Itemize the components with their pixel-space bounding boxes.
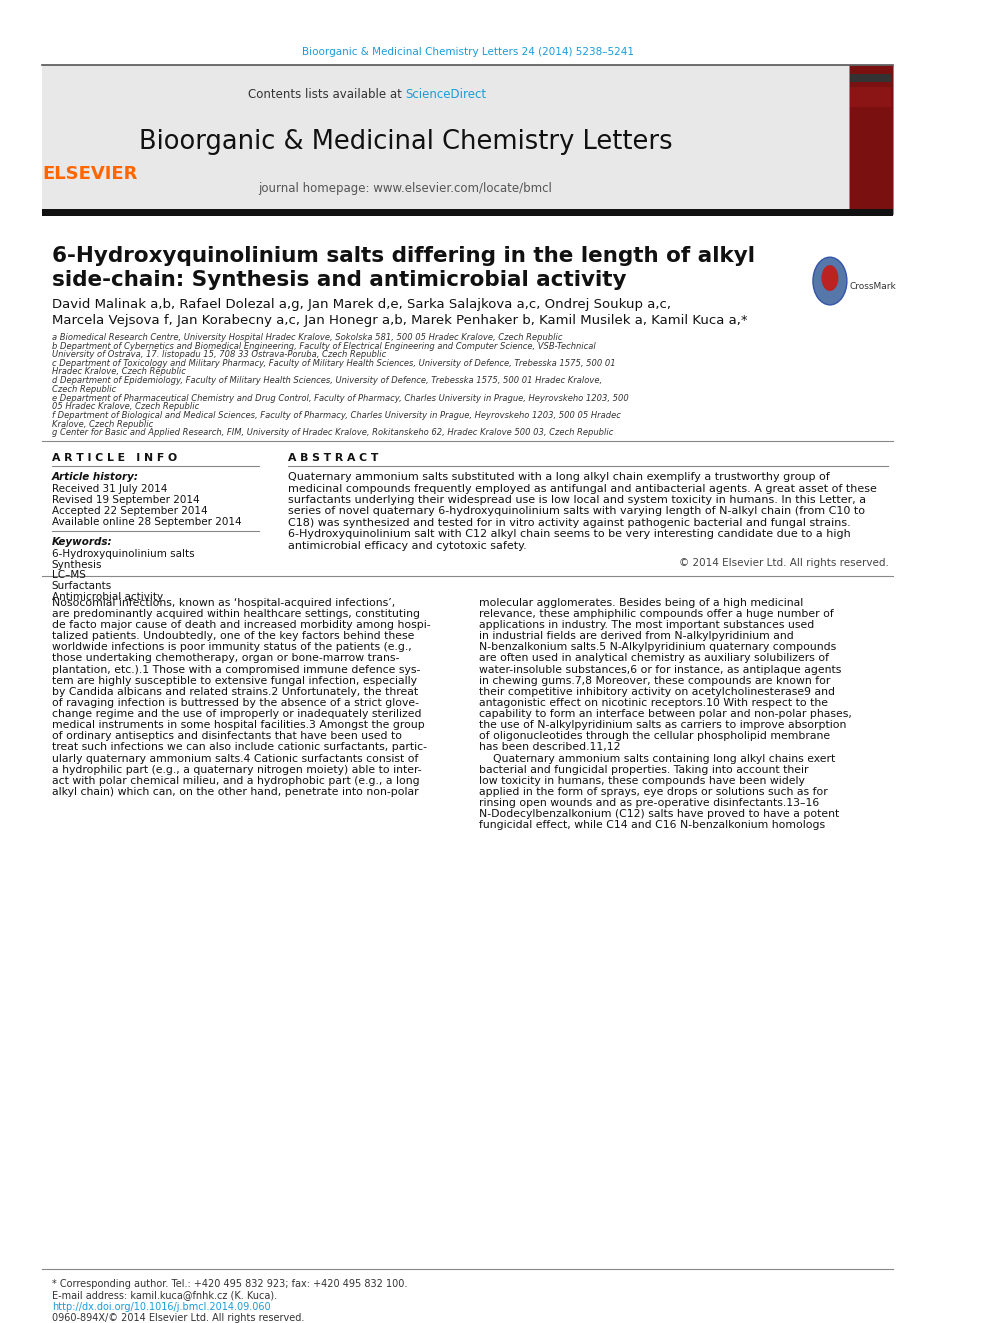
Text: c Department of Toxicology and Military Pharmacy, Faculty of Military Health Sci: c Department of Toxicology and Military …: [52, 359, 615, 368]
Text: rinsing open wounds and as pre-operative disinfectants.13–16: rinsing open wounds and as pre-operative…: [479, 798, 819, 808]
FancyBboxPatch shape: [849, 65, 893, 213]
Text: Bioorganic & Medicinal Chemistry Letters: Bioorganic & Medicinal Chemistry Letters: [139, 130, 673, 155]
Text: Quaternary ammonium salts substituted with a long alkyl chain exemplify a trustw: Quaternary ammonium salts substituted wi…: [288, 472, 829, 482]
Text: capability to form an interface between polar and non-polar phases,: capability to form an interface between …: [479, 709, 852, 718]
Text: CrossMark: CrossMark: [850, 283, 897, 291]
Text: medical instruments in some hospital facilities.3 Amongst the group: medical instruments in some hospital fac…: [52, 720, 425, 730]
Text: talized patients. Undoubtedly, one of the key factors behind these: talized patients. Undoubtedly, one of th…: [52, 631, 415, 642]
Text: worldwide infections is poor immunity status of the patients (e.g.,: worldwide infections is poor immunity st…: [52, 642, 412, 652]
Text: in industrial fields are derived from N-alkylpyridinium and: in industrial fields are derived from N-…: [479, 631, 794, 642]
Text: 6-Hydroxyquinolinium salts: 6-Hydroxyquinolinium salts: [52, 549, 194, 558]
Text: 6-Hydroxyquinolinium salt with C12 alkyl chain seems to be very interesting cand: 6-Hydroxyquinolinium salt with C12 alkyl…: [288, 529, 850, 540]
Text: water-insoluble substances,6 or for instance, as antiplaque agents: water-insoluble substances,6 or for inst…: [479, 664, 841, 675]
FancyBboxPatch shape: [850, 87, 891, 107]
Text: Kralove, Czech Republic: Kralove, Czech Republic: [52, 419, 153, 429]
Text: relevance, these amphiphilic compounds offer a huge number of: relevance, these amphiphilic compounds o…: [479, 609, 834, 619]
Text: antimicrobial efficacy and cytotoxic safety.: antimicrobial efficacy and cytotoxic saf…: [288, 541, 527, 550]
Text: of oligonucleotides through the cellular phospholipid membrane: of oligonucleotides through the cellular…: [479, 732, 830, 741]
Ellipse shape: [813, 257, 847, 304]
Text: the use of N-alkylpyridinium salts as carriers to improve absorption: the use of N-alkylpyridinium salts as ca…: [479, 720, 846, 730]
Text: Contents lists available at: Contents lists available at: [248, 87, 406, 101]
Text: 05 Hradec Kralove, Czech Republic: 05 Hradec Kralove, Czech Republic: [52, 402, 199, 411]
Text: ELSEVIER: ELSEVIER: [43, 165, 138, 183]
Text: are often used in analytical chemistry as auxiliary solubilizers of: are often used in analytical chemistry a…: [479, 654, 829, 663]
Text: alkyl chain) which can, on the other hand, penetrate into non-polar: alkyl chain) which can, on the other han…: [52, 787, 419, 796]
Text: b Department of Cybernetics and Biomedical Engineering, Faculty of Electrical En: b Department of Cybernetics and Biomedic…: [52, 341, 595, 351]
Text: Available online 28 September 2014: Available online 28 September 2014: [52, 517, 241, 527]
Text: University of Ostrava, 17. listopadu 15, 708 33 Ostrava-Poruba, Czech Republic: University of Ostrava, 17. listopadu 15,…: [52, 351, 386, 359]
Text: Nosocomial infections, known as ‘hospital-acquired infections’,: Nosocomial infections, known as ‘hospita…: [52, 598, 395, 607]
Text: C18) was synthesized and tested for in vitro activity against pathogenic bacteri: C18) was synthesized and tested for in v…: [288, 517, 850, 528]
Text: f Department of Biological and Medical Sciences, Faculty of Pharmacy, Charles Un: f Department of Biological and Medical S…: [52, 411, 621, 421]
Text: ularly quaternary ammonium salts.4 Cationic surfactants consist of: ularly quaternary ammonium salts.4 Catio…: [52, 754, 419, 763]
Text: bacterial and fungicidal properties. Taking into account their: bacterial and fungicidal properties. Tak…: [479, 765, 808, 775]
Text: Revised 19 September 2014: Revised 19 September 2014: [52, 495, 199, 505]
Text: Hradec Kralove, Czech Republic: Hradec Kralove, Czech Republic: [52, 368, 186, 377]
Text: of ravaging infection is buttressed by the absence of a strict glove-: of ravaging infection is buttressed by t…: [52, 699, 419, 708]
Text: antagonistic effect on nicotinic receptors.10 With respect to the: antagonistic effect on nicotinic recepto…: [479, 699, 828, 708]
FancyBboxPatch shape: [43, 209, 893, 217]
Text: de facto major cause of death and increased morbidity among hospi-: de facto major cause of death and increa…: [52, 620, 431, 630]
Text: g Center for Basic and Applied Research, FIM, University of Hradec Kralove, Roki: g Center for Basic and Applied Research,…: [52, 429, 613, 438]
Text: A B S T R A C T: A B S T R A C T: [288, 454, 378, 463]
Text: Received 31 July 2014: Received 31 July 2014: [52, 484, 168, 493]
Text: © 2014 Elsevier Ltd. All rights reserved.: © 2014 Elsevier Ltd. All rights reserved…: [679, 558, 889, 568]
Text: in chewing gums.7,8 Moreover, these compounds are known for: in chewing gums.7,8 Moreover, these comp…: [479, 676, 830, 685]
Text: E-mail address: kamil.kuca@fnhk.cz (K. Kuca).: E-mail address: kamil.kuca@fnhk.cz (K. K…: [52, 1290, 277, 1301]
Text: N-Dodecylbenzalkonium (C12) salts have proved to have a potent: N-Dodecylbenzalkonium (C12) salts have p…: [479, 810, 839, 819]
Ellipse shape: [821, 265, 838, 291]
Text: Quaternary ammonium salts containing long alkyl chains exert: Quaternary ammonium salts containing lon…: [479, 754, 835, 763]
Text: 0960-894X/© 2014 Elsevier Ltd. All rights reserved.: 0960-894X/© 2014 Elsevier Ltd. All right…: [52, 1312, 305, 1323]
FancyBboxPatch shape: [850, 74, 891, 82]
Text: Antimicrobial activity: Antimicrobial activity: [52, 593, 163, 602]
Text: Keywords:: Keywords:: [52, 537, 112, 546]
FancyBboxPatch shape: [43, 65, 849, 213]
Text: plantation, etc.).1 Those with a compromised immune defence sys-: plantation, etc.).1 Those with a comprom…: [52, 664, 421, 675]
Text: side-chain: Synthesis and antimicrobial activity: side-chain: Synthesis and antimicrobial …: [52, 270, 626, 290]
Text: molecular agglomerates. Besides being of a high medicinal: molecular agglomerates. Besides being of…: [479, 598, 804, 607]
Text: medicinal compounds frequently employed as antifungal and antibacterial agents. : medicinal compounds frequently employed …: [288, 484, 877, 493]
Text: Czech Republic: Czech Republic: [52, 385, 116, 394]
Text: of ordinary antiseptics and disinfectants that have been used to: of ordinary antiseptics and disinfectant…: [52, 732, 402, 741]
Text: http://dx.doi.org/10.1016/j.bmcl.2014.09.060: http://dx.doi.org/10.1016/j.bmcl.2014.09…: [52, 1302, 271, 1312]
Text: a hydrophilic part (e.g., a quaternary nitrogen moiety) able to inter-: a hydrophilic part (e.g., a quaternary n…: [52, 765, 422, 775]
Text: Synthesis: Synthesis: [52, 560, 102, 570]
Text: act with polar chemical milieu, and a hydrophobic part (e.g., a long: act with polar chemical milieu, and a hy…: [52, 775, 420, 786]
Text: by Candida albicans and related strains.2 Unfortunately, the threat: by Candida albicans and related strains.…: [52, 687, 418, 697]
Text: Article history:: Article history:: [52, 472, 139, 482]
Text: their competitive inhibitory activity on acetylcholinesterase9 and: their competitive inhibitory activity on…: [479, 687, 835, 697]
Text: d Department of Epidemiology, Faculty of Military Health Sciences, University of: d Department of Epidemiology, Faculty of…: [52, 376, 602, 385]
Text: change regime and the use of improperly or inadequately sterilized: change regime and the use of improperly …: [52, 709, 422, 718]
Text: A R T I C L E   I N F O: A R T I C L E I N F O: [52, 454, 177, 463]
Text: LC–MS: LC–MS: [52, 570, 85, 581]
Text: low toxicity in humans, these compounds have been widely: low toxicity in humans, these compounds …: [479, 775, 805, 786]
Text: Marcela Vejsova f, Jan Korabecny a,c, Jan Honegr a,b, Marek Penhaker b, Kamil Mu: Marcela Vejsova f, Jan Korabecny a,c, Ja…: [52, 314, 748, 327]
Text: applied in the form of sprays, eye drops or solutions such as for: applied in the form of sprays, eye drops…: [479, 787, 828, 796]
Text: Bioorganic & Medicinal Chemistry Letters 24 (2014) 5238–5241: Bioorganic & Medicinal Chemistry Letters…: [302, 46, 634, 57]
Text: those undertaking chemotherapy, organ or bone-marrow trans-: those undertaking chemotherapy, organ or…: [52, 654, 399, 663]
Text: a Biomedical Research Centre, University Hospital Hradec Kralove, Sokolska 581, : a Biomedical Research Centre, University…: [52, 332, 562, 341]
Text: surfactants underlying their widespread use is low local and system toxicity in : surfactants underlying their widespread …: [288, 495, 866, 505]
Text: has been described.11,12: has been described.11,12: [479, 742, 621, 753]
Text: ScienceDirect: ScienceDirect: [406, 87, 487, 101]
Text: applications in industry. The most important substances used: applications in industry. The most impor…: [479, 620, 814, 630]
Text: David Malinak a,b, Rafael Dolezal a,g, Jan Marek d,e, Sarka Salajkova a,c, Ondre: David Malinak a,b, Rafael Dolezal a,g, J…: [52, 298, 671, 311]
Text: are predominantly acquired within healthcare settings, constituting: are predominantly acquired within health…: [52, 609, 420, 619]
Text: tem are highly susceptible to extensive fungal infection, especially: tem are highly susceptible to extensive …: [52, 676, 417, 685]
Text: journal homepage: www.elsevier.com/locate/bmcl: journal homepage: www.elsevier.com/locat…: [259, 183, 553, 196]
Text: series of novel quaternary 6-hydroxyquinolinium salts with varying length of N-a: series of novel quaternary 6-hydroxyquin…: [288, 507, 865, 516]
Text: 6-Hydroxyquinolinium salts differing in the length of alkyl: 6-Hydroxyquinolinium salts differing in …: [52, 246, 755, 266]
Text: fungicidal effect, while C14 and C16 N-benzalkonium homologs: fungicidal effect, while C14 and C16 N-b…: [479, 820, 825, 831]
Text: N-benzalkonium salts.5 N-Alkylpyridinium quaternary compounds: N-benzalkonium salts.5 N-Alkylpyridinium…: [479, 642, 836, 652]
Text: e Department of Pharmaceutical Chemistry and Drug Control, Faculty of Pharmacy, : e Department of Pharmaceutical Chemistry…: [52, 394, 629, 402]
Text: * Corresponding author. Tel.: +420 495 832 923; fax: +420 495 832 100.: * Corresponding author. Tel.: +420 495 8…: [52, 1279, 408, 1289]
Text: treat such infections we can also include cationic surfactants, partic-: treat such infections we can also includ…: [52, 742, 427, 753]
Text: Accepted 22 September 2014: Accepted 22 September 2014: [52, 505, 207, 516]
Text: Surfactants: Surfactants: [52, 581, 112, 591]
